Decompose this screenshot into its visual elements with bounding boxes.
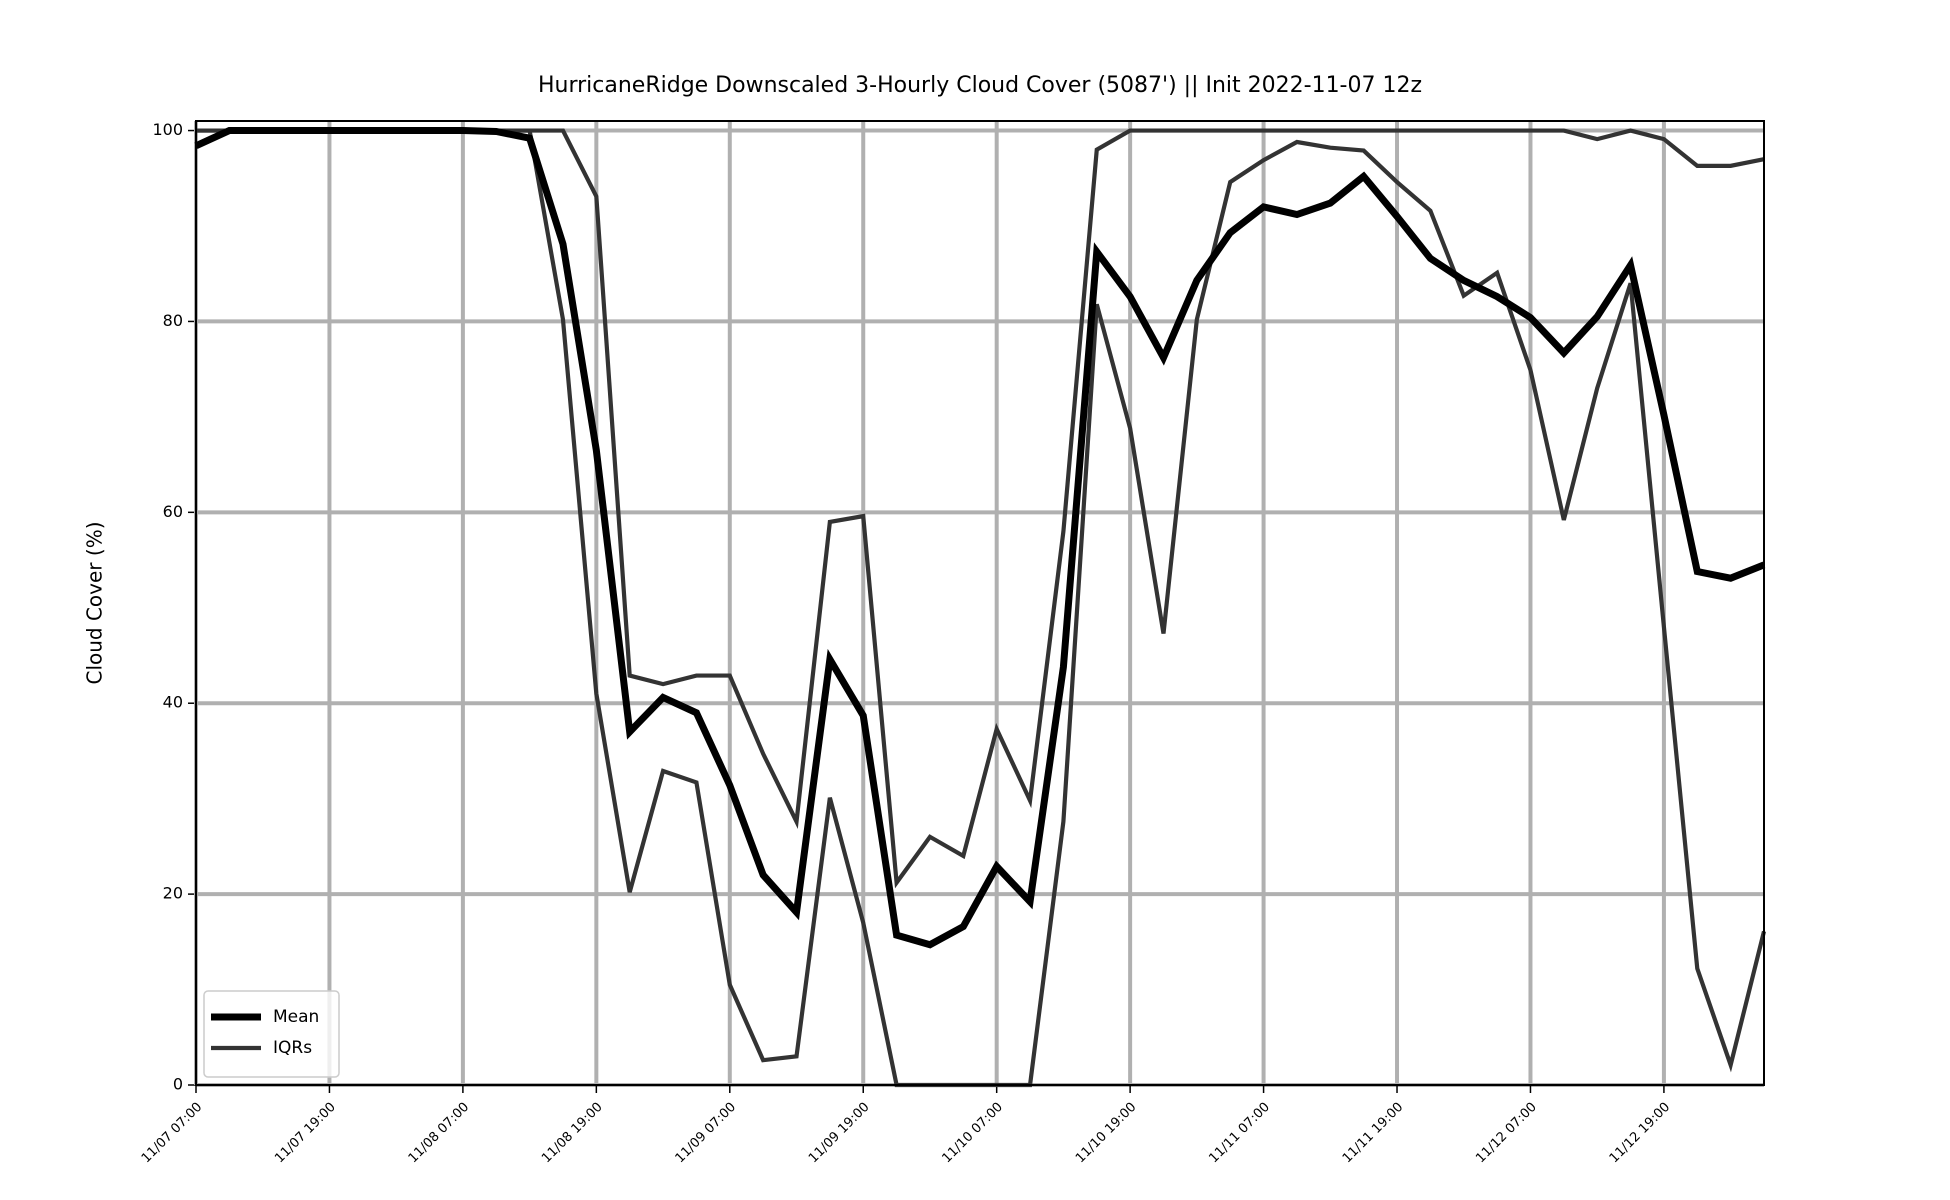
series-line bbox=[194, 127, 1766, 949]
x-tick-label: 11/07 19:00 bbox=[272, 1100, 339, 1167]
legend-box bbox=[203, 990, 340, 1078]
x-tick-label: 11/12 19:00 bbox=[1607, 1100, 1674, 1167]
x-tick-label: 11/08 19:00 bbox=[539, 1100, 606, 1167]
x-tick-label: 11/12 07:00 bbox=[1473, 1100, 1540, 1167]
x-tick-label: 11/09 07:00 bbox=[673, 1100, 740, 1167]
legend-label: IQRs bbox=[273, 1038, 312, 1058]
x-tick-label: 11/09 19:00 bbox=[806, 1100, 873, 1167]
x-tick-label: 11/08 07:00 bbox=[406, 1100, 473, 1167]
x-tick-label: 11/10 19:00 bbox=[1073, 1100, 1140, 1167]
legend-label: Mean bbox=[273, 1007, 319, 1027]
plot-frame bbox=[195, 120, 1765, 1086]
y-tick-label: 40 bbox=[163, 693, 183, 712]
x-tick-label: 11/11 07:00 bbox=[1206, 1100, 1273, 1167]
legend: Mean IQRs bbox=[203, 990, 340, 1078]
y-tick-label: 100 bbox=[152, 120, 183, 139]
x-tick-label: 11/11 19:00 bbox=[1340, 1100, 1407, 1167]
y-tick-label: 20 bbox=[163, 884, 183, 903]
y-axis-label: Cloud Cover (%) bbox=[83, 521, 107, 684]
x-tick-label: 11/10 07:00 bbox=[939, 1100, 1006, 1167]
y-tick-label: 60 bbox=[163, 502, 183, 521]
x-tick-label: 11/07 07:00 bbox=[139, 1100, 206, 1167]
chart-title: HurricaneRidge Downscaled 3-Hourly Cloud… bbox=[538, 73, 1422, 98]
y-tick-label: 80 bbox=[163, 311, 183, 330]
y-tick-label: 0 bbox=[173, 1075, 183, 1094]
